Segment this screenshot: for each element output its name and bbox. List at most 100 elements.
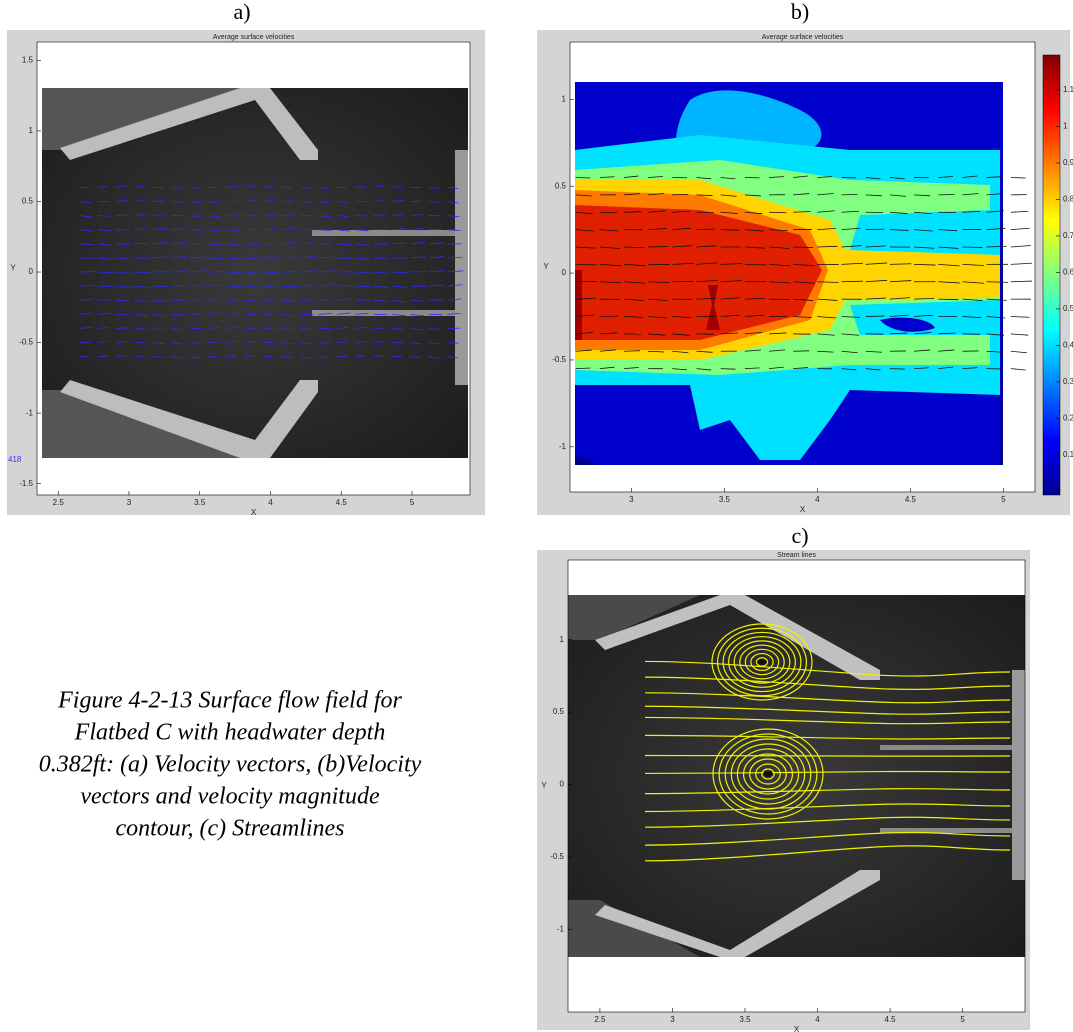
vector-arrow xyxy=(318,201,330,204)
vector-arrow xyxy=(817,333,835,336)
vector-arrow xyxy=(208,298,223,301)
vector-arrow xyxy=(428,328,442,330)
eddy-core xyxy=(763,771,773,777)
vector-arrow xyxy=(336,298,352,301)
eddy-streamline xyxy=(718,733,818,815)
vector-arrow xyxy=(410,356,421,358)
vector-arrow xyxy=(226,215,239,217)
caption-line: 0.382ft: (a) Velocity vectors, (b)Veloci… xyxy=(39,752,422,778)
vector-arrow xyxy=(672,227,692,231)
vector-arrow xyxy=(300,228,314,231)
vector-arrow xyxy=(447,186,458,190)
vector-arrow xyxy=(410,342,422,345)
vector-arrow xyxy=(986,176,1002,178)
vector-arrow xyxy=(938,263,960,267)
vector-arrow xyxy=(744,211,763,215)
vector-arrow xyxy=(889,314,909,317)
vector-arrow xyxy=(768,281,791,284)
y-tick-label: 0.5 xyxy=(22,197,34,206)
vector-arrow xyxy=(189,342,202,344)
vector-arrow xyxy=(116,285,132,288)
vector-arrow xyxy=(914,229,933,232)
vector-arrow xyxy=(392,328,405,330)
vector-arrow xyxy=(97,355,109,358)
vector-arrow xyxy=(696,279,718,283)
vector-arrow xyxy=(447,284,463,287)
vector-arrow xyxy=(623,193,641,196)
vector-arrow xyxy=(1010,333,1029,336)
streamline xyxy=(644,845,1011,862)
vector-arrow xyxy=(938,298,959,301)
vector-arrow xyxy=(768,332,787,335)
vector-arrow xyxy=(336,284,353,287)
vector-arrow xyxy=(373,199,386,202)
vector-arrow xyxy=(599,176,615,178)
caption-line: contour, (c) Streamlines xyxy=(115,816,344,842)
vector-arrow xyxy=(392,313,406,317)
vector-arrow xyxy=(447,356,458,359)
vector-arrow xyxy=(938,176,954,178)
vector-arrow xyxy=(116,199,128,202)
streamlines xyxy=(644,623,1011,862)
vector-arrow xyxy=(226,229,240,232)
vector-arrow xyxy=(575,229,595,232)
caption-line: Figure 4-2-13 Surface flow field for xyxy=(57,688,402,714)
streamline xyxy=(644,676,1011,690)
x-tick-label: 3.5 xyxy=(719,495,731,504)
y-tick-label: 1 xyxy=(560,635,565,644)
streamline xyxy=(644,705,1011,715)
vector-arrow xyxy=(672,333,690,336)
vector-arrow xyxy=(410,328,423,331)
vector-arrow xyxy=(986,333,1005,336)
vector-arrow xyxy=(355,215,368,217)
colorbar-tick-label: 0.7 xyxy=(1063,231,1073,240)
vector-arrow xyxy=(1010,245,1031,248)
vector-arrow xyxy=(79,229,93,232)
x-axis-label: X xyxy=(251,508,257,517)
eddy-streamline xyxy=(728,636,796,688)
caption-line: Flatbed C with headwater depth xyxy=(74,720,386,746)
vector-arrow xyxy=(153,299,168,302)
vector-arrow xyxy=(116,340,128,343)
panel-label: a) xyxy=(233,0,250,24)
vector-arrow xyxy=(599,246,620,249)
vector-arrow xyxy=(263,271,280,274)
x-tick-label: 4.5 xyxy=(905,495,917,504)
vector-arrow xyxy=(793,193,810,196)
vector-arrow xyxy=(263,285,279,288)
vector-arrow xyxy=(336,312,351,315)
x-tick-label: 3.5 xyxy=(194,498,206,507)
vector-arrow xyxy=(134,199,146,202)
vector-arrow xyxy=(355,271,372,274)
vector-arrow xyxy=(189,313,203,315)
streamline xyxy=(644,816,1011,828)
vector-arrow xyxy=(575,367,591,370)
vector-arrow xyxy=(768,176,784,178)
y-tick-label: -1 xyxy=(26,408,34,417)
vector-arrow xyxy=(189,270,206,273)
colorbar-tick-label: 0.3 xyxy=(1063,377,1073,386)
vector-arrow xyxy=(914,331,932,335)
photo-c xyxy=(568,595,1025,957)
vector-arrow xyxy=(392,242,407,245)
vector-arrow xyxy=(599,229,619,232)
vector-arrow xyxy=(575,246,596,249)
vector-arrow xyxy=(300,270,317,273)
vector-arrow xyxy=(962,281,984,284)
vector-arrow xyxy=(392,213,405,216)
x-tick-label: 5 xyxy=(1001,495,1006,504)
vector-arrow xyxy=(986,210,1005,213)
vector-arrow xyxy=(720,314,740,317)
vector-arrow xyxy=(623,211,642,213)
eddy-streamline xyxy=(739,644,785,680)
vector-arrow xyxy=(134,328,147,330)
vector-arrow xyxy=(986,350,1003,353)
vector-arrow xyxy=(793,175,808,178)
vector-arrow xyxy=(97,243,112,246)
vector-arrow xyxy=(938,332,956,335)
colorbar-tick-label: 1 xyxy=(1063,122,1068,131)
vector-arrow xyxy=(79,298,94,301)
streamline xyxy=(644,770,1011,775)
vector-arrow xyxy=(768,366,784,370)
